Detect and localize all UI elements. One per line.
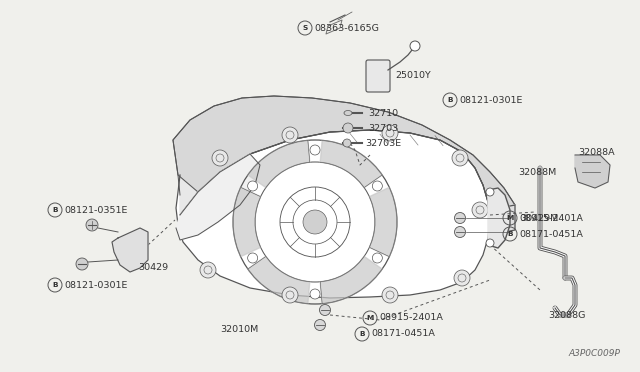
Circle shape xyxy=(86,219,98,231)
Circle shape xyxy=(248,253,258,263)
Text: 08363-6165G: 08363-6165G xyxy=(314,23,379,32)
Text: B: B xyxy=(447,97,452,103)
Circle shape xyxy=(372,253,382,263)
Circle shape xyxy=(282,287,298,303)
Text: 08171-0451A: 08171-0451A xyxy=(519,230,583,238)
Circle shape xyxy=(303,210,327,234)
Polygon shape xyxy=(173,96,515,220)
Text: B: B xyxy=(52,282,58,288)
Circle shape xyxy=(200,262,216,278)
Circle shape xyxy=(248,181,258,191)
Circle shape xyxy=(212,150,228,166)
Circle shape xyxy=(454,227,465,237)
Text: 30429: 30429 xyxy=(138,263,168,273)
Text: 08171-0451A: 08171-0451A xyxy=(371,330,435,339)
Circle shape xyxy=(372,181,382,191)
Text: 08121-0301E: 08121-0301E xyxy=(64,280,127,289)
Circle shape xyxy=(486,188,494,196)
Text: 32088A: 32088A xyxy=(578,148,614,157)
Text: 32710: 32710 xyxy=(368,109,398,118)
Text: M: M xyxy=(366,315,374,321)
Circle shape xyxy=(76,258,88,270)
Polygon shape xyxy=(173,96,515,220)
Polygon shape xyxy=(176,154,260,240)
Circle shape xyxy=(452,150,468,166)
Circle shape xyxy=(343,139,351,147)
Polygon shape xyxy=(488,188,510,248)
Text: A3P0C009P: A3P0C009P xyxy=(568,349,620,358)
Text: 32088M: 32088M xyxy=(518,167,556,176)
Ellipse shape xyxy=(344,110,352,115)
FancyBboxPatch shape xyxy=(366,60,390,92)
Circle shape xyxy=(454,212,465,224)
Circle shape xyxy=(282,127,298,143)
Circle shape xyxy=(310,289,320,299)
Circle shape xyxy=(319,305,330,315)
Circle shape xyxy=(280,187,350,257)
Text: B: B xyxy=(52,207,58,213)
Polygon shape xyxy=(490,205,515,235)
Circle shape xyxy=(314,320,326,330)
Circle shape xyxy=(382,125,398,141)
Circle shape xyxy=(382,287,398,303)
Circle shape xyxy=(310,145,320,155)
Circle shape xyxy=(472,202,488,218)
Circle shape xyxy=(410,41,420,51)
Text: 32010M: 32010M xyxy=(220,326,259,334)
Circle shape xyxy=(454,270,470,286)
Text: M: M xyxy=(506,215,514,221)
Polygon shape xyxy=(320,256,382,304)
Polygon shape xyxy=(369,187,397,257)
Polygon shape xyxy=(233,187,260,257)
Text: 25010Y: 25010Y xyxy=(395,71,431,80)
Polygon shape xyxy=(248,140,310,187)
Circle shape xyxy=(486,239,494,247)
Polygon shape xyxy=(112,228,148,272)
Circle shape xyxy=(343,123,353,133)
Polygon shape xyxy=(248,256,310,304)
Text: 08915-2401A: 08915-2401A xyxy=(379,314,443,323)
Text: S: S xyxy=(302,25,308,31)
Polygon shape xyxy=(176,130,490,298)
Text: B: B xyxy=(359,331,365,337)
Text: 32703E: 32703E xyxy=(365,138,401,148)
Text: 30429M: 30429M xyxy=(520,214,558,222)
Text: 08121-0351E: 08121-0351E xyxy=(64,205,127,215)
Polygon shape xyxy=(575,155,610,188)
Text: 08121-0301E: 08121-0301E xyxy=(459,96,522,105)
Text: 32703: 32703 xyxy=(368,124,398,132)
Text: 32088G: 32088G xyxy=(548,311,586,320)
Text: 08915-2401A: 08915-2401A xyxy=(519,214,583,222)
Text: B: B xyxy=(508,231,513,237)
Polygon shape xyxy=(320,140,382,187)
